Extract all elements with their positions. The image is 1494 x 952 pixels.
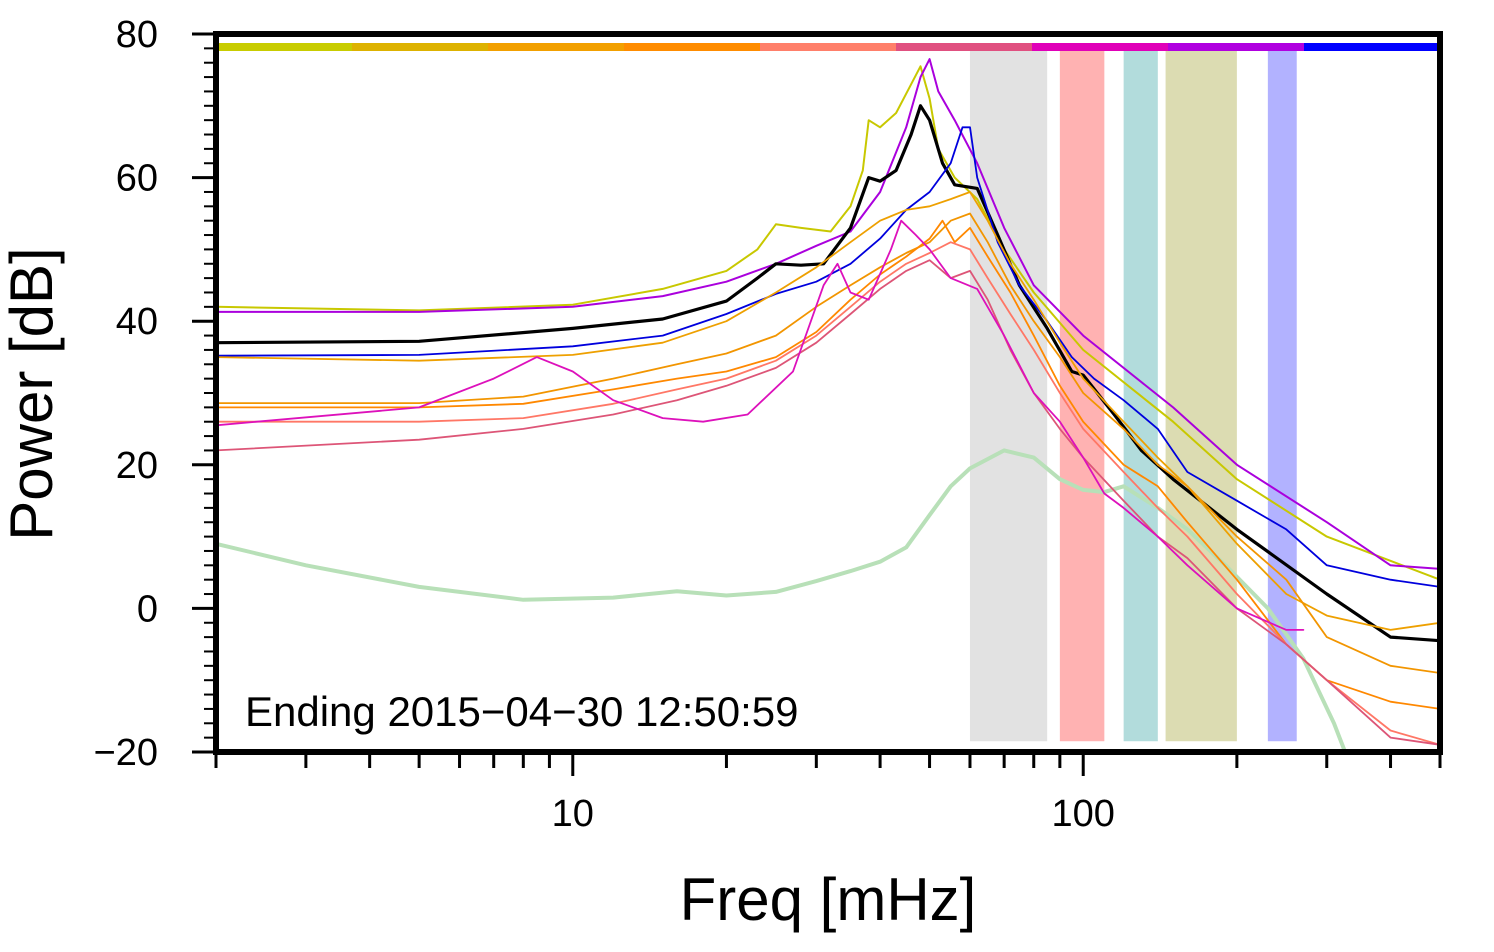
band-0 (969, 44, 1048, 742)
top-color-bar (216, 43, 1441, 51)
x-axis: 10 100 (214, 752, 1442, 835)
y-tick-label: 80 (116, 14, 158, 56)
band-3 (1165, 44, 1237, 742)
series-line-7 (216, 219, 1440, 710)
x-axis-label: Freq [mHz] (680, 866, 977, 933)
x-tick-label: 100 (1052, 793, 1115, 835)
band-2 (1123, 44, 1158, 742)
y-axis-label: Power [dB] (0, 247, 65, 540)
color-bar-segment-1 (352, 43, 489, 51)
color-bar-segment-7 (1168, 43, 1305, 51)
series-lines (216, 58, 1440, 752)
y-tick-label: 0 (137, 588, 158, 630)
y-tick-label: 60 (116, 158, 158, 200)
series-line-4 (216, 126, 1440, 588)
frequency-bands (969, 44, 1297, 742)
y-axis: −20 0 20 40 60 80 (94, 14, 216, 774)
series-line-10 (216, 219, 1305, 631)
y-tick-label: 40 (116, 301, 158, 343)
color-bar-segment-5 (896, 43, 1033, 51)
series-line-1 (216, 65, 1440, 581)
band-4 (1267, 44, 1297, 742)
y-tick-label: −20 (94, 732, 158, 774)
series-line-9 (216, 259, 1440, 746)
x-tick-label: 10 (552, 793, 594, 835)
plot-border (213, 31, 1443, 755)
series-line-5 (216, 191, 1440, 631)
annotation-text: Ending 2015−04−30 12:50:59 (245, 688, 799, 735)
color-bar-segment-0 (216, 43, 353, 51)
color-bar-segment-3 (624, 43, 761, 51)
plot-frame (213, 31, 1443, 755)
series-line-8 (216, 241, 1440, 746)
color-bar-segment-2 (488, 43, 625, 51)
color-bar-segment-6 (1032, 43, 1169, 51)
color-bar-segment-8 (1304, 43, 1441, 51)
series-line-0 (216, 448, 1348, 752)
color-bar-segment-4 (760, 43, 897, 51)
series-line-2 (216, 58, 1440, 570)
series-line-3 (216, 104, 1440, 643)
series-line-6 (216, 212, 1440, 674)
y-tick-label: 20 (116, 445, 158, 487)
